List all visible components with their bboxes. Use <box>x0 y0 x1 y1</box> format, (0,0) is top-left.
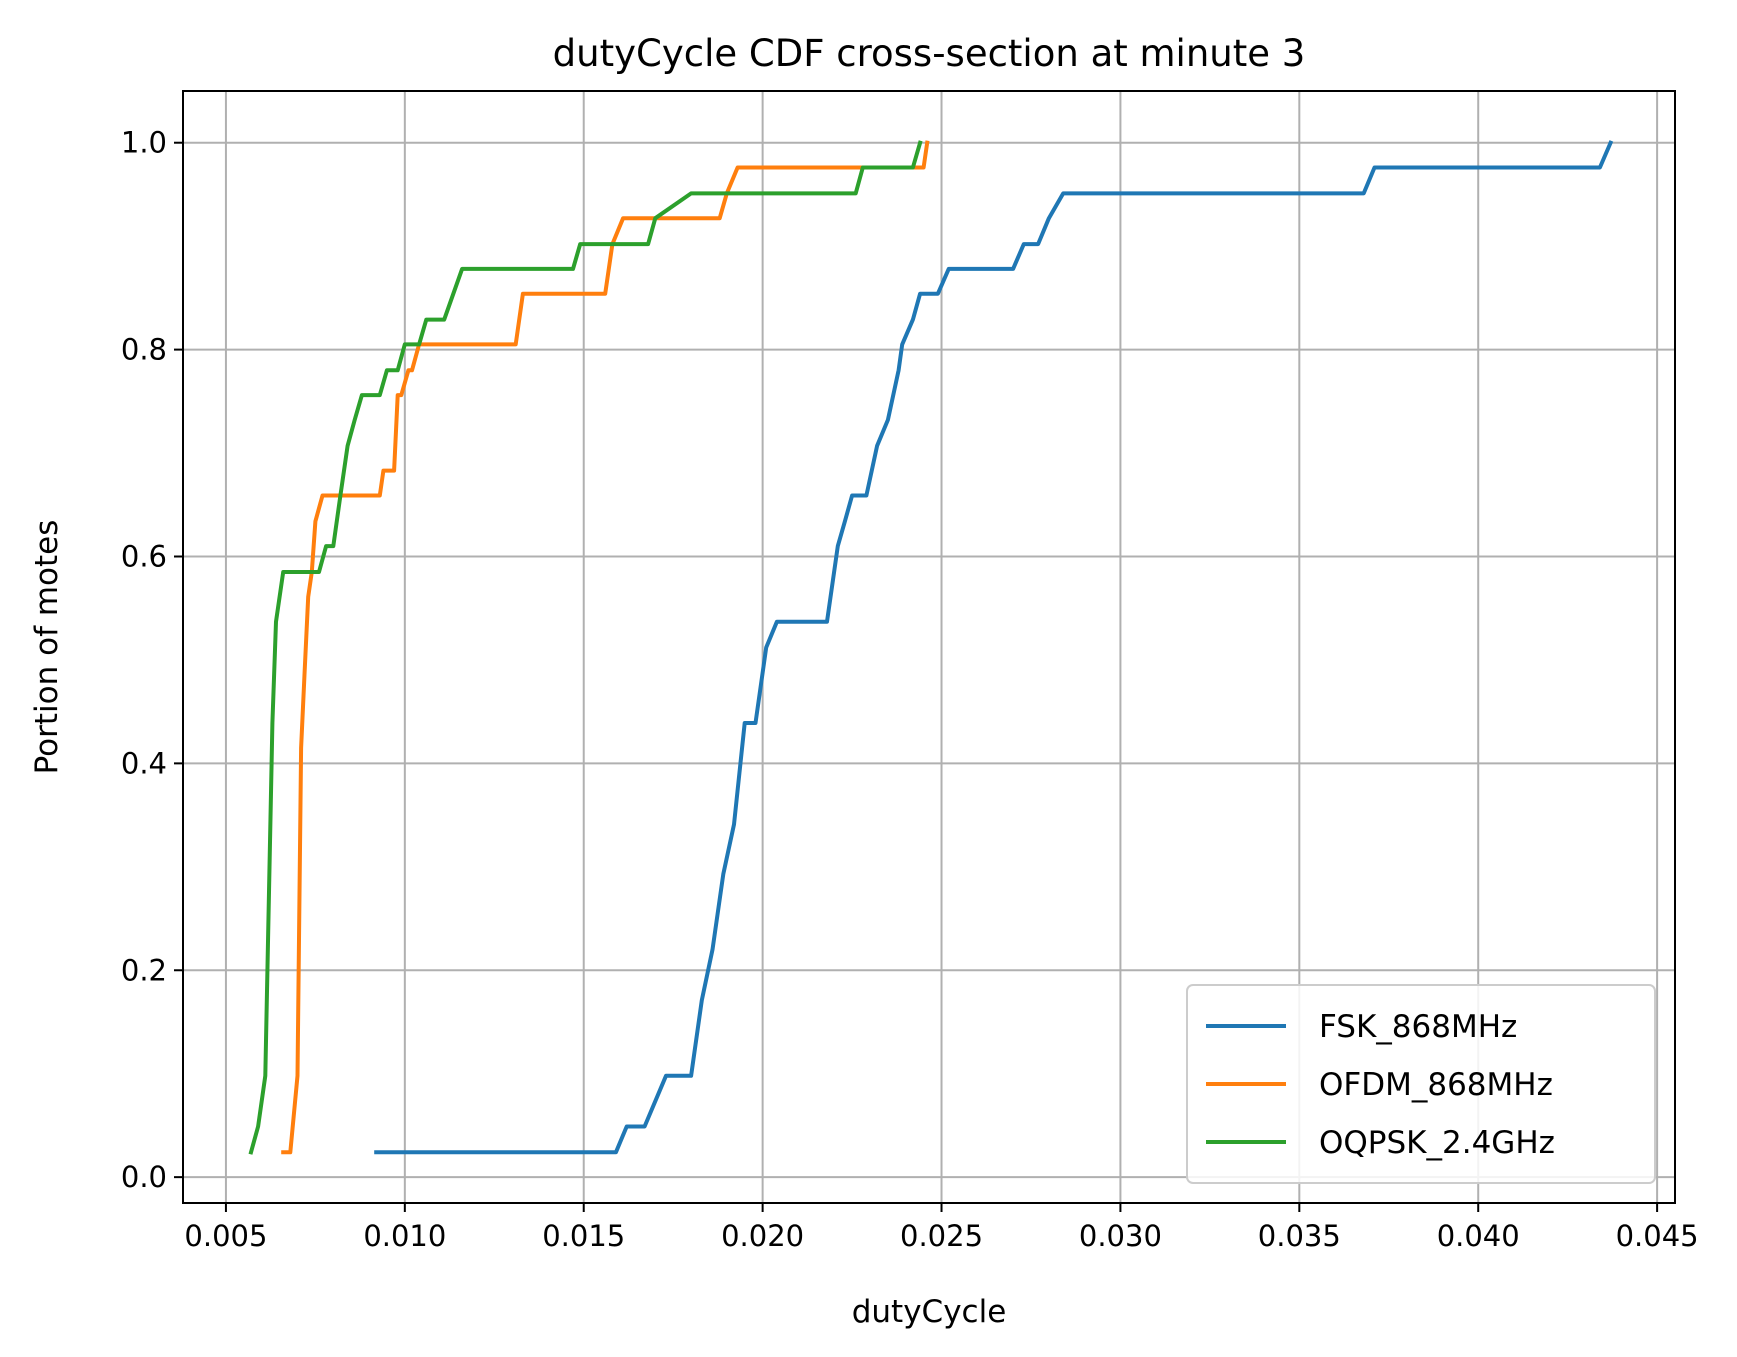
legend: FSK_868MHz OFDM_868MHz OQPSK_2.4GHz <box>1186 984 1656 1184</box>
y-tick-label: 0.0 <box>121 1160 167 1194</box>
x-tick-label: 0.045 <box>1616 1219 1699 1253</box>
x-tick-label: 0.030 <box>1079 1219 1162 1253</box>
series-lines <box>248 140 1614 1155</box>
series-line-ofdm-868mhz <box>281 140 930 1155</box>
x-axis-label: dutyCycle <box>852 1294 1007 1330</box>
series-line-oqpsk-2-4ghz <box>248 140 923 1155</box>
y-tick-label: 0.2 <box>121 953 167 987</box>
axes-frame <box>182 90 1676 1204</box>
chart-title: dutyCycle CDF cross-section at minute 3 <box>553 32 1306 75</box>
x-tick-label: 0.040 <box>1437 1219 1520 1253</box>
y-tick-label: 0.8 <box>121 333 167 367</box>
y-tick-label: 0.4 <box>121 746 167 780</box>
x-axis-ticks: 0.005 0.010 0.015 0.020 0.025 0.030 0.035 0.040… <box>184 1203 1699 1253</box>
x-tick-label: 0.035 <box>1258 1219 1341 1253</box>
y-tick-label: 1.0 <box>121 126 167 160</box>
x-tick-label: 0.020 <box>721 1219 804 1253</box>
y-axis-ticks: 0.0 0.2 0.4 0.6 0.8 1.0 <box>121 126 183 1194</box>
legend-label: OQPSK_2.4GHz <box>1319 1125 1555 1161</box>
x-tick-label: 0.015 <box>542 1219 625 1253</box>
legend-box <box>1186 984 1656 1184</box>
y-tick-label: 0.6 <box>121 539 167 573</box>
legend-label: FSK_868MHz <box>1319 1009 1517 1045</box>
x-tick-label: 0.005 <box>184 1219 267 1253</box>
x-tick-label: 0.010 <box>363 1219 446 1253</box>
x-tick-label: 0.025 <box>900 1219 983 1253</box>
plot-area <box>248 140 1614 1155</box>
series-line-fsk-868mhz <box>374 140 1614 1155</box>
y-axis-label: Portion of motes <box>29 520 65 775</box>
legend-label: OFDM_868MHz <box>1319 1067 1553 1103</box>
